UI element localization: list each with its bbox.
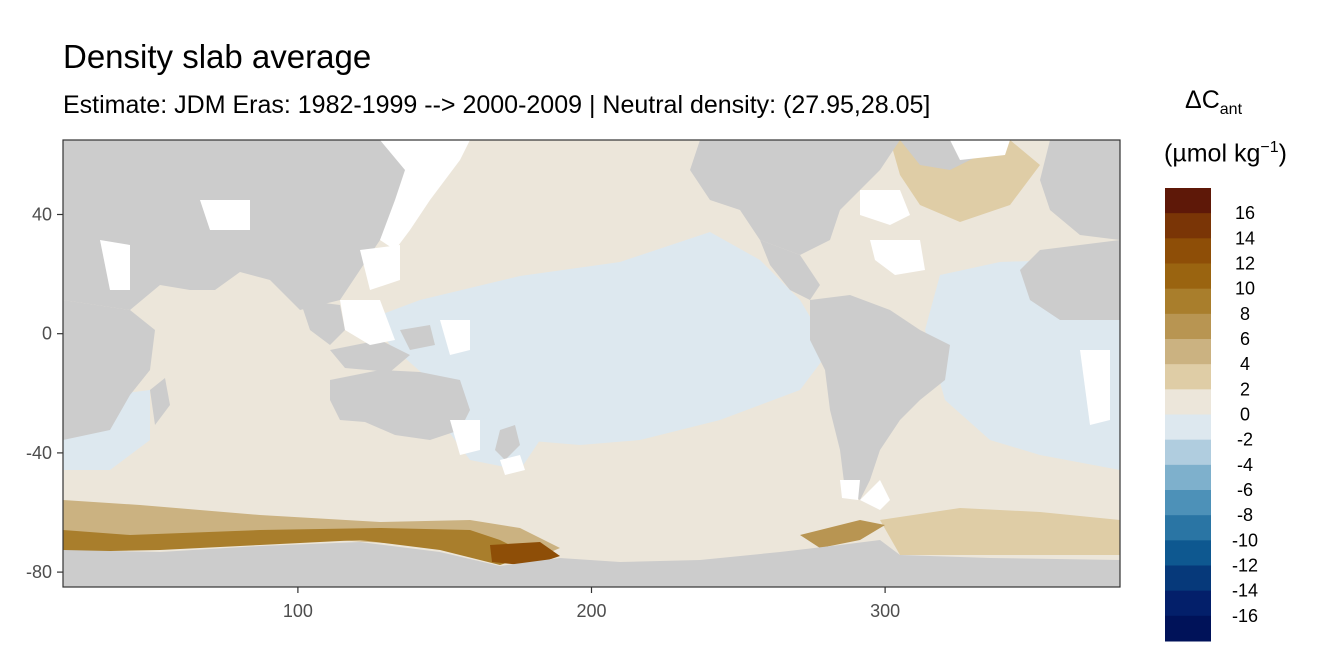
y-axis: 40 0 -40 -80: [26, 205, 63, 582]
legend-unit: (µmol kg−1): [1164, 139, 1287, 168]
legend-swatch: [1165, 540, 1211, 566]
legend-swatch: [1165, 238, 1211, 264]
legend: 16 14 12 10 8 6 4 2 0 -2 -4 -6 -8 -10 -12 -14 -16: [1165, 188, 1258, 642]
y-tick-label: 40: [32, 205, 52, 225]
legend-swatch: [1165, 464, 1211, 491]
legend-label: 10: [1235, 279, 1255, 299]
x-tick-label: 200: [576, 601, 606, 621]
legend-swatch: [1165, 288, 1211, 315]
legend-label: -16: [1232, 606, 1258, 626]
y-tick-label: -80: [26, 562, 52, 582]
legend-label: -2: [1237, 430, 1253, 450]
legend-swatch: [1165, 490, 1211, 516]
legend-label: -4: [1237, 455, 1253, 475]
legend-label: -14: [1232, 581, 1258, 601]
legend-label: 0: [1240, 405, 1250, 425]
region-ross-sea: [490, 542, 560, 566]
legend-swatch: [1165, 590, 1211, 617]
legend-label: -6: [1237, 480, 1253, 500]
x-tick-label: 100: [283, 601, 313, 621]
legend-swatch: [1165, 213, 1211, 239]
legend-label: 8: [1240, 304, 1250, 324]
legend-title: ΔCant: [1185, 86, 1243, 118]
legend-label: -8: [1237, 505, 1253, 525]
legend-swatch: [1165, 364, 1211, 390]
legend-swatch: [1165, 389, 1211, 415]
legend-label: 14: [1235, 228, 1255, 248]
legend-label: -10: [1232, 530, 1258, 550]
legend-label: 16: [1235, 203, 1255, 223]
legend-swatch: [1165, 615, 1211, 642]
map-panel: [63, 140, 1120, 587]
region-antarctic-shelf-deep: [63, 528, 530, 565]
legend-swatch: [1165, 439, 1211, 466]
region-weddell: [880, 508, 1120, 555]
y-tick-label: 0: [42, 324, 52, 344]
chart-subtitle: Estimate: JDM Eras: 1982-1999 --> 2000-2…: [63, 91, 931, 119]
region-amundsen: [800, 520, 885, 548]
land: [63, 140, 1120, 587]
legend-swatch: [1165, 565, 1211, 592]
legend-swatch: [1165, 263, 1211, 290]
legend-label: 2: [1240, 379, 1250, 399]
y-tick-label: -40: [26, 443, 52, 463]
legend-label: -12: [1232, 556, 1258, 576]
legend-label: 12: [1235, 254, 1255, 274]
chart-title: Density slab average: [63, 38, 372, 75]
region-tropical-pacific: [372, 232, 830, 445]
x-axis: 100 200 300: [283, 587, 900, 621]
legend-swatch: [1165, 188, 1211, 214]
legend-label: 6: [1240, 329, 1250, 349]
missing-data: [100, 140, 1110, 510]
x-tick-label: 300: [870, 601, 900, 621]
legend-swatch: [1165, 313, 1211, 340]
legend-swatch: [1165, 339, 1211, 365]
legend-swatch: [1165, 414, 1211, 441]
legend-swatch: [1165, 515, 1211, 541]
legend-label: 4: [1240, 354, 1250, 374]
